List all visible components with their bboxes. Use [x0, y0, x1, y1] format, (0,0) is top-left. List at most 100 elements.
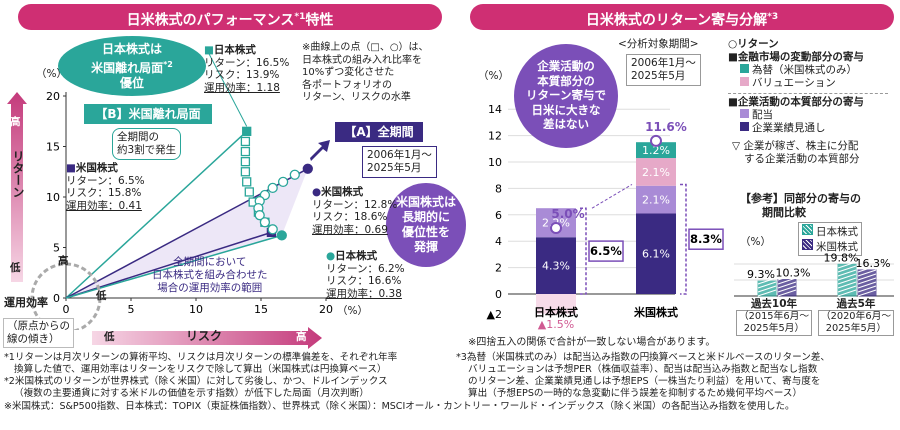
y-tick-label: 6: [495, 209, 502, 222]
ref-title: 【参考】同部分の寄与の 期間比較: [740, 192, 861, 220]
bar-label: 2.1%: [642, 166, 670, 179]
y-tick-label: 8: [495, 182, 502, 195]
ref-bar-label: 16.3%: [856, 257, 891, 270]
ref-bar-label: 9.3%: [747, 268, 775, 281]
period-A-line: 2025年5月: [367, 162, 422, 174]
ref-period-line: 2025年5月）: [825, 323, 887, 334]
stat-return: リターン：6.2%: [326, 262, 405, 275]
core-box: [588, 240, 624, 262]
label-B-note-line: 約3割で発生: [117, 144, 177, 156]
stat-risk: リスク：18.6%: [312, 211, 388, 223]
us-bubble-line: 米国株式は: [395, 195, 456, 209]
x-tick-label: 0: [63, 303, 70, 316]
ref-bar-chart: 9.3% 10.3% 19.8%16.3%: [734, 251, 894, 297]
legend-fx: 為替（米国株式のみ）: [740, 64, 888, 77]
total-marker: [550, 222, 562, 234]
period-A: 2006年1月～ 2025年5月: [362, 146, 437, 178]
left-title-banner: 日米株式のパフォーマンス*1特性: [18, 4, 442, 30]
xlabel-low: 低: [104, 331, 115, 343]
total-label: 5.0%: [551, 207, 584, 221]
us-bubble-line: 長期的に: [401, 210, 450, 224]
eff-high-label: 高: [58, 255, 69, 267]
ref-bar-hatch: [857, 269, 877, 277]
stat-us-B: ■米国株式 リターン：6.5% リスク：15.8% 運用効率：0.41: [66, 162, 145, 212]
right-bubble-line: 本質部分の: [537, 73, 595, 88]
us-bubble-line: 優位性を: [401, 225, 450, 239]
right-bubble-line: 差はない: [543, 117, 589, 131]
stat-risk: リスク：15.8%: [66, 187, 142, 199]
category-label: 日本株式: [534, 305, 578, 319]
risk-axis-arrow: [92, 327, 322, 349]
eff-low-label: 低: [96, 290, 107, 302]
legend-note: ▽ 企業が稼ぎ、株主に分配 する企業活動の本質部分: [732, 140, 860, 165]
x-tick-label: 15: [254, 303, 268, 316]
ref-legend: 日本株式 米国株式: [798, 222, 862, 256]
ref-bar-hatch: [757, 277, 777, 285]
footnote: バリュエーションは予想PER（株価収益率）、配当は配当込み指数と配当なし指数: [468, 364, 818, 375]
period-line: 2006年1月～: [631, 57, 696, 69]
ref-bar-hatch: [837, 289, 857, 297]
core-label: 6.5%: [590, 244, 622, 258]
footnote: ※米国株式：S&P500指数、日本株式：TOPIX（東証株価指数）、世界株式（除…: [4, 401, 795, 412]
range-note-line: 場合の運用効率の範囲: [157, 282, 263, 294]
ref-bar-hatch: [777, 277, 797, 285]
stat-japan-A: ●日本株式 リターン：6.2% リスク：16.6% 運用効率：0.38: [326, 250, 405, 300]
range-note-line: 日本株式を組み合わせた: [152, 269, 268, 281]
stat-name: ■米国株式: [66, 162, 118, 174]
stat-japan-B: ■日本株式 リターン：16.5% リスク：13.9% 運用効率：1.18: [204, 44, 289, 94]
eff-note-line: 線の傾き）: [7, 333, 60, 345]
ref-period-title: 過去5年: [836, 298, 876, 310]
legend-div: 配当: [740, 109, 888, 122]
period-box: 2006年1月～ 2025年5月: [626, 54, 701, 86]
y-tick-label: 2: [495, 262, 502, 275]
us-bubble: 米国株式は 長期的に 優位性を 発揮: [386, 183, 466, 267]
xlabel: リスク: [186, 329, 223, 343]
bar-segment: [636, 185, 676, 214]
scatter-point-A: [302, 163, 313, 174]
scatter-point-B: [240, 146, 251, 157]
eff-title: 運用効率: [4, 296, 48, 309]
ref-bar-hatch: [857, 289, 877, 297]
stat-name: ●日本株式: [326, 250, 378, 262]
total-label: 11.6%: [645, 120, 687, 134]
footnote: のリターン差、企業業績見通しは予想EPS（一株当たり利益）を用いて、寄与度を: [468, 376, 821, 387]
y-tick-label: 12: [488, 130, 502, 143]
x-tick-label: 20: [319, 303, 333, 316]
efficiency-line-japan-B: [65, 130, 248, 299]
legend-h1: ■金融市場の変動部分の寄与: [728, 51, 864, 63]
right-bubble-line: 日米に大きな: [531, 102, 601, 117]
japan-bubble-line: 優位: [119, 76, 144, 90]
range-note: 全期間において 日本株式を組み合わせた 場合の運用効率の範囲: [152, 256, 268, 295]
ref-bar-hatch: [837, 277, 857, 285]
footnote: *1リターンは月次リターンの算術平均、リスクは月次リターンの標準偏差を、それぞれ…: [4, 352, 398, 363]
y-tick-label: 10: [488, 156, 502, 169]
right-bubble: 企業活動の 本質部分の リターン寄与で 日米に大きな 差はない: [514, 44, 618, 148]
ref-bar-hatch: [777, 285, 797, 293]
stat-return: リターン：12.8%: [312, 198, 398, 211]
scatter-point-A: [267, 182, 278, 194]
leader-japan-B: [205, 47, 248, 127]
curve-note-line: 10%ずつ変化させた: [302, 67, 395, 79]
ref-bar-label: 10.3%: [776, 267, 811, 280]
legend-h2: ■企業活動の本質部分の寄与: [728, 96, 864, 108]
risk-return-scatter: 0 5 10 15 20 0 5 10 15 20: [30, 47, 333, 330]
japan-bubble-line: 米国離れ局面: [91, 61, 164, 75]
bar-segment: [636, 158, 676, 186]
bar-label: 6.1%: [642, 248, 670, 261]
scatter-point-B: [240, 156, 251, 167]
scatter-point-A: [254, 210, 265, 221]
label-B-note: 全期間の 約3割で発生: [112, 128, 182, 160]
period-line: 2025年5月: [631, 70, 686, 82]
ref-bar-hatch: [857, 285, 877, 293]
ref-bar-hatch: [837, 281, 857, 289]
ref-bar-label: 19.8%: [824, 251, 859, 264]
ref-period-line: 2025年5月）: [743, 323, 805, 334]
ref-period-title: 過去10年: [750, 298, 798, 310]
scatter-point-B: [242, 126, 252, 136]
ref-title-line: 期間比較: [762, 206, 806, 219]
bar-label: 2.1%: [642, 194, 670, 207]
ref-unit: （%）: [740, 236, 771, 248]
right-title: 日米株式のリターン寄与分解: [585, 12, 768, 29]
ref-bar-hatch: [837, 273, 857, 281]
legend-return: ○リターン: [728, 38, 779, 50]
